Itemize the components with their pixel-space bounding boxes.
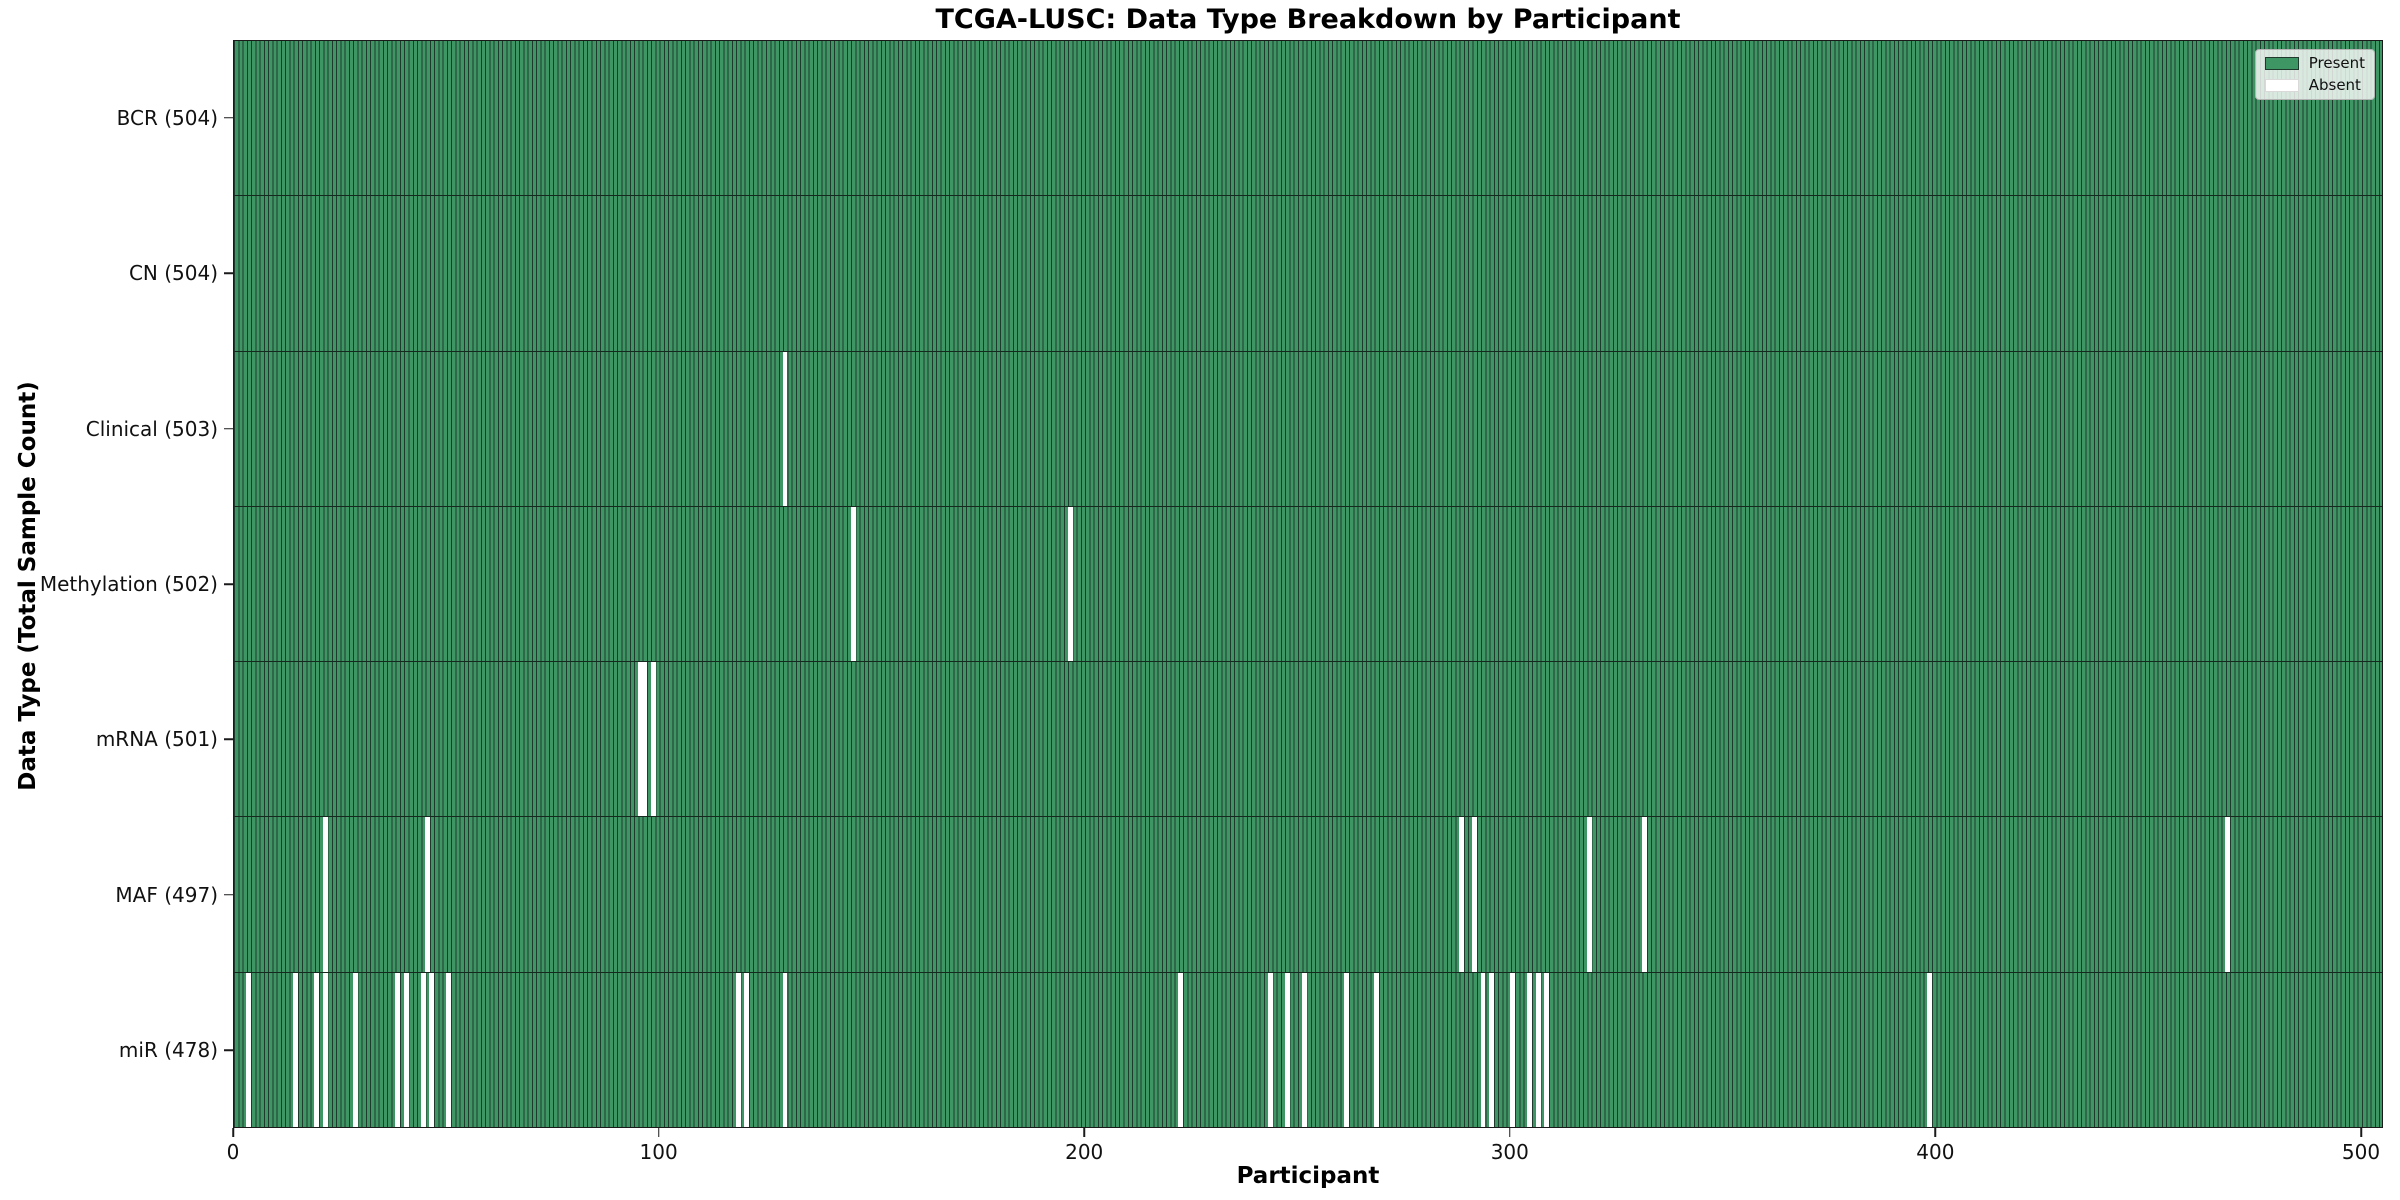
absent-gap (1489, 972, 1494, 1127)
y-tick-mark (224, 116, 233, 119)
absent-gap (246, 972, 252, 1127)
absent-gap (395, 972, 401, 1127)
x-tick-mark (2360, 1128, 2362, 1137)
absent-gap (735, 972, 741, 1127)
row-mrna (234, 662, 2382, 818)
absent-gap (429, 972, 435, 1127)
absent-gap (1284, 972, 1290, 1127)
row-maf (234, 817, 2382, 973)
x-tick-mark (1083, 1128, 1085, 1137)
absent-gap (2225, 817, 2231, 972)
legend-label-present: Present (2308, 54, 2365, 72)
absent-gap (314, 972, 320, 1127)
x-tick-mark (657, 1128, 660, 1137)
y-tick-mark (224, 272, 233, 274)
y-tick-label: BCR (504) (116, 105, 218, 130)
absent-gap (322, 817, 328, 972)
absent-gap (446, 972, 452, 1127)
absent-swatch-icon (2264, 79, 2299, 92)
row-bcr (234, 41, 2382, 197)
y-tick-mark (224, 1049, 233, 1052)
absent-gap (1459, 817, 1465, 972)
absent-gap (1480, 972, 1486, 1127)
absent-gap (744, 972, 750, 1127)
row-methylation (234, 506, 2382, 663)
chart-title: TCGA-LUSC: Data Type Breakdown by Partic… (935, 4, 1681, 35)
y-tick-label: miR (478) (118, 1038, 218, 1063)
x-tick-label: 100 (639, 1140, 678, 1164)
absent-gap (352, 972, 358, 1127)
absent-gap (650, 662, 656, 817)
absent-gap (322, 972, 328, 1127)
absent-gap (1587, 817, 1592, 972)
absent-gap (1267, 972, 1273, 1127)
y-tick-mark (224, 894, 233, 896)
absent-gap (1472, 817, 1477, 972)
plot-area: Present Absent (233, 40, 2383, 1128)
absent-gap (1344, 972, 1350, 1127)
x-tick-label: 0 (226, 1140, 240, 1164)
y-tick-label: Methylation (502) (39, 572, 218, 596)
x-tick-label: 500 (2341, 1140, 2381, 1164)
present-swatch-icon (2264, 57, 2299, 70)
absent-gap (1927, 972, 1933, 1127)
y-tick-mark (224, 583, 233, 585)
absent-gap (1510, 972, 1516, 1127)
absent-gap (1301, 972, 1307, 1127)
absent-gap (1544, 972, 1550, 1127)
x-tick-mark (1934, 1128, 1937, 1137)
row-mir (234, 972, 2382, 1127)
absent-gap (1642, 817, 1648, 972)
absent-gap (420, 972, 426, 1127)
row-cn (234, 196, 2382, 352)
legend: Present Absent (2254, 49, 2375, 100)
absent-gap (1178, 972, 1184, 1127)
absent-gap (782, 972, 788, 1127)
y-tick-label: CN (504) (128, 261, 218, 286)
x-tick-label: 300 (1490, 1140, 1529, 1164)
legend-entry-present: Present (2264, 54, 2365, 72)
y-tick-label: Clinical (503) (85, 416, 218, 441)
absent-gap (293, 972, 299, 1127)
absent-gap (642, 662, 648, 817)
legend-label-absent: Absent (2308, 76, 2361, 94)
absent-gap (1067, 506, 1073, 662)
legend-entry-absent: Absent (2264, 76, 2365, 94)
x-tick-mark (1509, 1128, 1511, 1137)
y-tick-mark (224, 427, 233, 430)
x-tick-label: 400 (1916, 1140, 1955, 1164)
heatmap-rows (234, 41, 2382, 1127)
absent-gap (637, 662, 643, 817)
absent-gap (782, 351, 788, 506)
absent-gap (1374, 972, 1380, 1127)
absent-gap (425, 817, 430, 972)
x-tick-label: 200 (1065, 1140, 1104, 1164)
row-clinical (234, 351, 2382, 507)
y-tick-label: mRNA (501) (95, 727, 218, 752)
y-tick-mark (224, 738, 233, 741)
absent-gap (1527, 972, 1533, 1127)
y-tick-label: MAF (497) (115, 882, 218, 907)
x-tick-mark (232, 1128, 234, 1137)
x-axis-label: Participant (1236, 1163, 1380, 1189)
absent-gap (850, 506, 856, 662)
absent-gap (1535, 972, 1541, 1127)
absent-gap (403, 972, 409, 1127)
